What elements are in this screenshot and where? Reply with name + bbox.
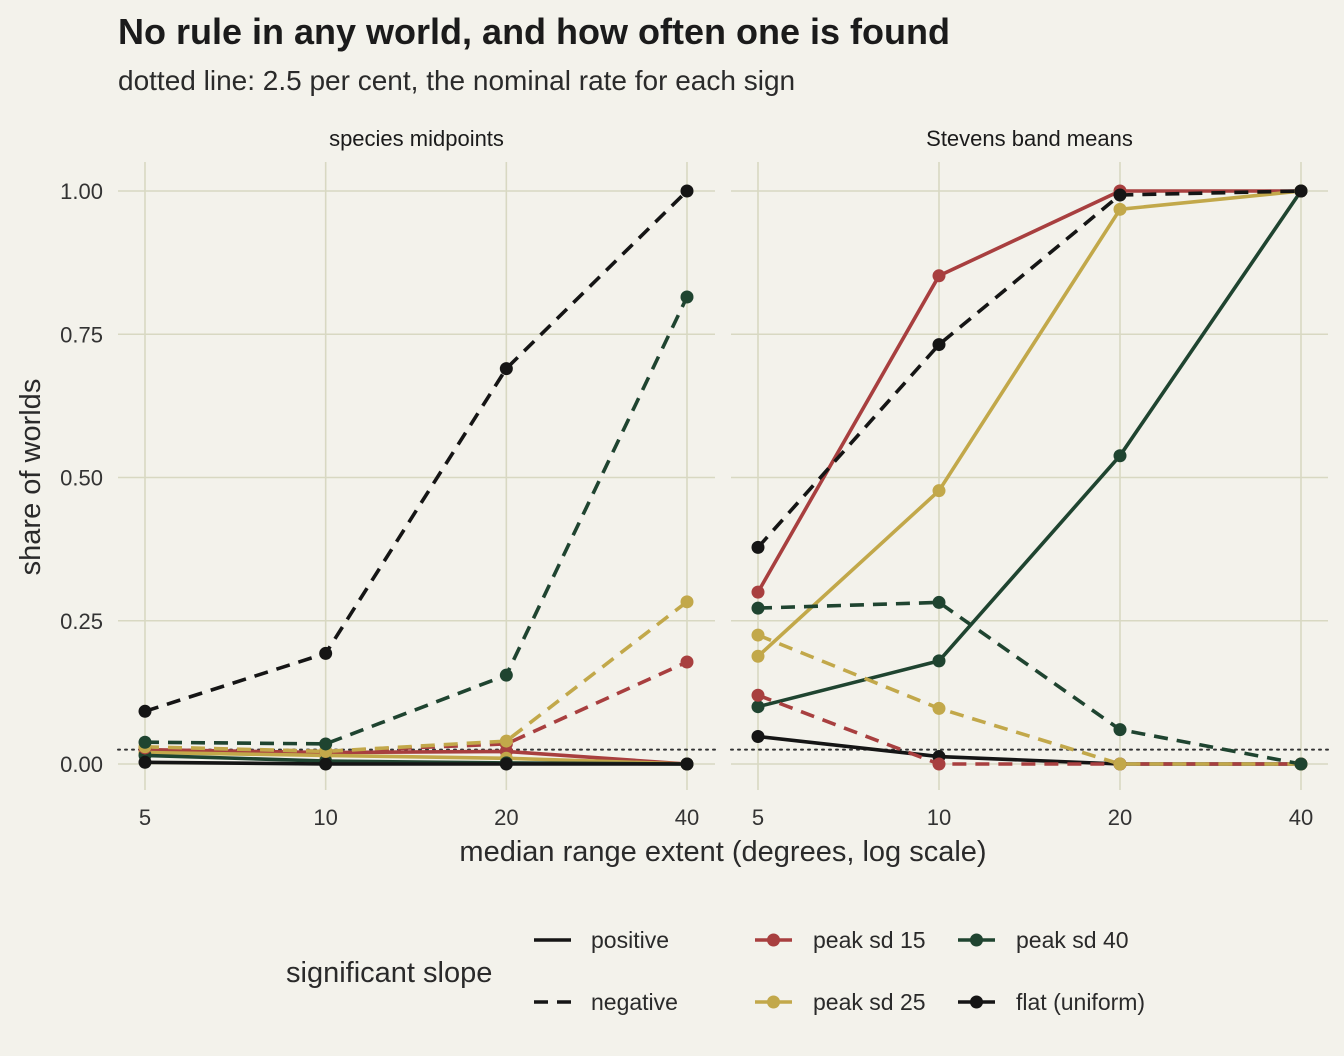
x-tick-label: 10 [313, 805, 337, 830]
data-point-sd40-negative [680, 290, 694, 304]
series-line-sd25-negative [144, 600, 689, 754]
data-point-sd40-positive [932, 654, 946, 668]
legend-label: peak sd 15 [813, 927, 926, 953]
data-point-sd25-positive [751, 649, 765, 663]
data-point-sd15-positive [751, 585, 765, 599]
legend-key-point-flat [970, 995, 983, 1009]
data-point-flat-negative [1113, 188, 1127, 202]
x-tick-label: 5 [139, 805, 151, 830]
legend-key-point-sd25 [767, 995, 780, 1009]
series-line-sd15-positive [756, 189, 1301, 593]
x-tick-label: 5 [752, 805, 764, 830]
legend-label: negative [591, 989, 678, 1015]
y-tick-label: 0.75 [60, 322, 103, 347]
legend-title: significant slope [286, 957, 492, 989]
legend-key-point-sd15 [767, 933, 780, 947]
data-point-flat-negative [499, 362, 513, 376]
data-point-sd40-negative [751, 601, 765, 615]
series-line-sd25-negative [757, 633, 1301, 766]
series-line-sd25-positive [756, 189, 1302, 658]
data-point-sd15-negative [932, 757, 946, 771]
data-point-sd40-positive [751, 700, 765, 714]
legend-label: peak sd 25 [813, 989, 926, 1015]
data-point-sd40-negative [138, 735, 152, 749]
panel-2: Stevens band means 5 10 20 40 [730, 126, 1329, 830]
data-point-flat-positive [319, 757, 333, 771]
data-point-flat-positive [751, 729, 765, 743]
data-point-sd25-negative [680, 595, 694, 609]
data-point-sd40-negative [499, 668, 513, 682]
x-tick-label: 10 [927, 805, 951, 830]
data-point-flat-negative [319, 646, 333, 660]
data-point-flat-negative [932, 338, 946, 352]
series-line-flat-positive [757, 734, 1301, 766]
data-point-flat-negative [138, 704, 152, 718]
data-point-flat-positive [680, 757, 694, 771]
y-axis-title: share of worlds [15, 379, 47, 576]
facet-label: Stevens band means [926, 126, 1133, 151]
x-axis-title: median range extent (degrees, log scale) [459, 836, 986, 868]
y-tick-label: 0.25 [60, 609, 103, 634]
x-tick-label: 40 [675, 805, 699, 830]
data-point-flat-negative [751, 540, 765, 554]
y-tick-label: 0.50 [60, 466, 103, 491]
data-point-sd25-positive [1113, 202, 1127, 216]
facet-label: species midpoints [329, 126, 504, 151]
data-point-flat-positive [138, 755, 152, 769]
series-line-sd15-positive [144, 747, 688, 766]
data-point-sd15-negative [680, 655, 694, 669]
data-point-sd25-negative [932, 701, 946, 715]
data-point-flat-negative [1294, 184, 1308, 198]
data-point-sd25-negative [499, 734, 513, 748]
series-line-flat-negative [144, 189, 689, 714]
panels: species midpoints 0.00 0.25 0.50 0.75 1.00 5 10… [60, 126, 1329, 830]
series-line-sd25-positive [144, 750, 688, 766]
data-point-sd40-negative [319, 737, 333, 751]
x-tick-label: 20 [1108, 805, 1132, 830]
legend-label: positive [591, 927, 669, 953]
panel-1: species midpoints 0.00 0.25 0.50 0.75 1.00 5 10… [60, 126, 716, 830]
data-point-sd40-negative [1294, 757, 1308, 771]
y-tick-label: 0.00 [60, 752, 103, 777]
data-point-sd40-positive [1113, 449, 1127, 463]
x-tick-label: 40 [1289, 805, 1313, 830]
legend-key-point-sd40 [970, 933, 983, 947]
series-line-flat-positive [144, 760, 687, 766]
data-point-sd15-positive [932, 269, 946, 283]
data-point-sd25-positive [932, 484, 946, 498]
y-tick-label: 1.00 [60, 179, 103, 204]
legend-label: peak sd 40 [1016, 927, 1129, 953]
series-line-sd40-negative [757, 600, 1302, 766]
series-line-sd40-negative [144, 296, 689, 746]
series-line-flat-negative [756, 189, 1302, 549]
chart-title: No rule in any world, and how often one … [118, 11, 950, 52]
data-point-sd25-negative [1113, 757, 1127, 771]
data-point-sd40-negative [1113, 723, 1127, 737]
data-point-flat-negative [680, 184, 694, 198]
data-point-sd15-negative [751, 688, 765, 702]
data-point-sd25-negative [751, 628, 765, 642]
legend-label: flat (uniform) [1016, 989, 1145, 1015]
chart-subtitle: dotted line: 2.5 per cent, the nominal r… [118, 65, 795, 96]
legend: significant slope positive negative peak s… [286, 927, 1145, 1015]
data-point-sd40-negative [932, 595, 946, 609]
x-tick-label: 20 [494, 805, 518, 830]
data-point-flat-positive [499, 757, 513, 771]
series-line-sd15-negative [757, 693, 1301, 766]
series-line-sd15-negative [144, 660, 688, 754]
series-line-sd40-positive [757, 189, 1303, 709]
